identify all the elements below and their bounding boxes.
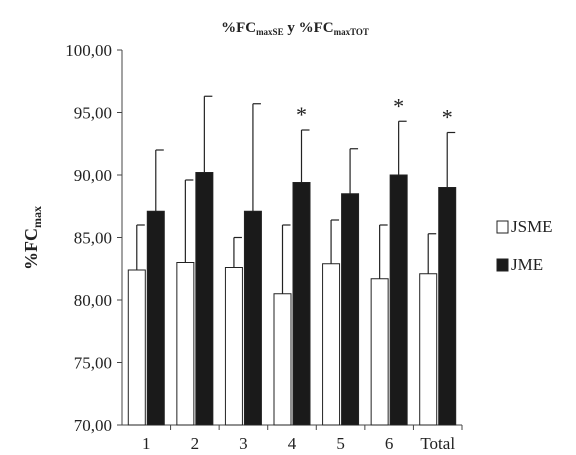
- x-tick-label: 1: [142, 434, 151, 453]
- y-axis-label: %FCmax: [21, 206, 44, 270]
- x-tick-label: 3: [239, 434, 248, 453]
- legend-label-jme: JME: [511, 255, 543, 274]
- significance-star: *: [442, 105, 453, 130]
- chart-title: %FCmaxSE y %FCmaxTOT: [221, 20, 369, 37]
- y-tick-label: 90,00: [74, 166, 112, 185]
- bar-jme: [243, 210, 262, 426]
- bar-jme: [292, 182, 311, 426]
- bar-jsme: [370, 278, 389, 426]
- significance-markers: * * *: [296, 93, 453, 129]
- y-tick-label: 100,00: [65, 41, 112, 60]
- x-tick-label: 5: [336, 434, 345, 453]
- x-tick-labels: 1 2 3 4 5 6 Total: [142, 434, 455, 453]
- significance-star: *: [296, 102, 307, 127]
- legend-label-jsme: JSME: [511, 217, 553, 236]
- bar-jme: [389, 174, 408, 426]
- bar-jsme: [419, 273, 438, 426]
- legend-swatch-jsme: [496, 220, 509, 234]
- bar-jme: [146, 210, 165, 426]
- bars: [127, 95, 457, 426]
- legend: JSME JME: [496, 217, 553, 274]
- bar-jme: [195, 172, 214, 426]
- x-tick-label: Total: [420, 434, 455, 453]
- bar-jsme: [273, 293, 292, 426]
- bar-jsme: [224, 267, 243, 426]
- y-tick-label: 85,00: [74, 229, 112, 248]
- bar-jsme: [322, 263, 341, 426]
- y-tick-labels: 70,00 75,00 80,00 85,00 90,00 95,00 100,00: [65, 41, 112, 435]
- bar-jsme: [176, 262, 195, 426]
- bar-jme: [341, 193, 360, 426]
- x-tick-label: 4: [288, 434, 297, 453]
- bar-jme: [438, 187, 457, 426]
- significance-star: *: [393, 93, 404, 118]
- y-tick-label: 80,00: [74, 291, 112, 310]
- y-tick-label: 95,00: [74, 104, 112, 123]
- bar-jsme: [127, 269, 146, 426]
- y-tick-label: 70,00: [74, 416, 112, 435]
- x-tick-label: 6: [385, 434, 394, 453]
- y-tick-label: 75,00: [74, 354, 112, 373]
- legend-swatch-jme: [496, 258, 509, 272]
- x-tick-label: 2: [191, 434, 200, 453]
